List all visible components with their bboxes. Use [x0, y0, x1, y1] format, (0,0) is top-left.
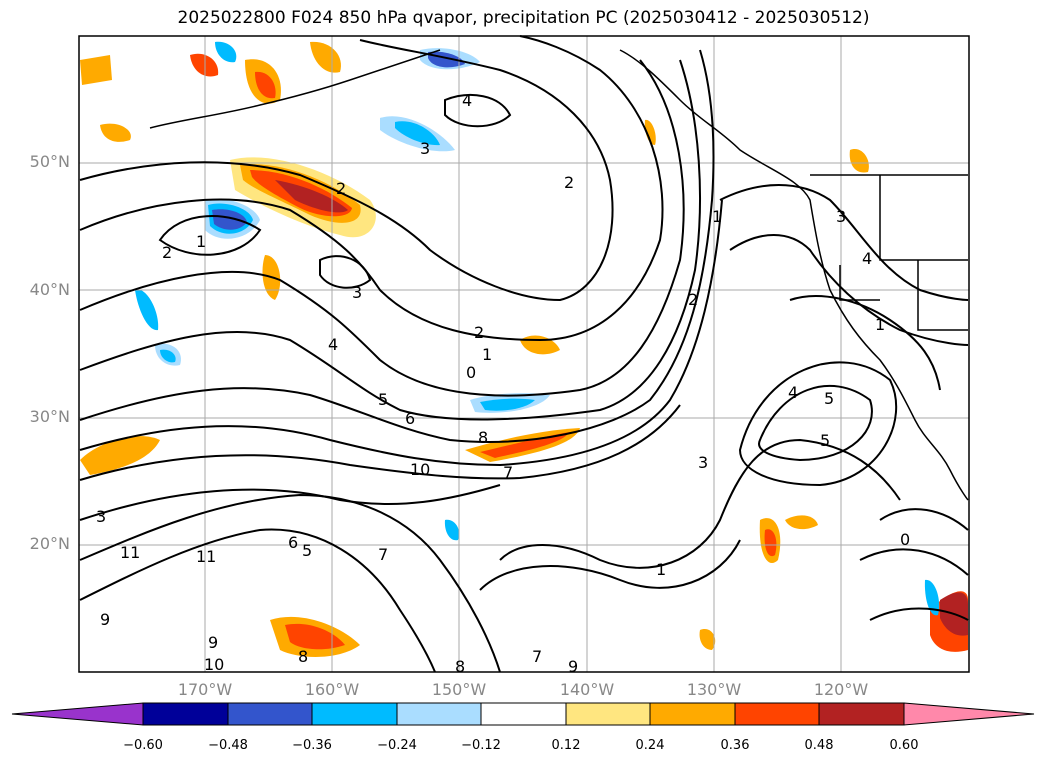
contour-label: 1: [196, 232, 206, 251]
contour-label: 9: [568, 657, 578, 676]
contour-label: 4: [862, 249, 872, 268]
contour-label: 3: [352, 283, 362, 302]
contour-labels: 4 3 2 1 2 3 4 2 1 0 5 6 8 10 7 11 9 3 5 …: [96, 91, 910, 676]
contour-label: 5: [824, 389, 834, 408]
contour-label: 9: [208, 633, 218, 652]
lon-label: 150°W: [431, 680, 487, 699]
colorbar-bin: [396, 702, 482, 726]
colorbar: [11, 702, 1035, 726]
colorbar-tick-label: 0.24: [635, 738, 665, 753]
contour-label: 4: [788, 383, 798, 402]
contour-label: 6: [405, 409, 415, 428]
contour-label: 3: [420, 139, 430, 158]
contour-label: 8: [478, 428, 488, 447]
contour-label: 1: [482, 345, 492, 364]
lat-label: 20°N: [29, 534, 70, 553]
contour-label: 1: [875, 315, 885, 334]
colorbar-bin: [818, 702, 905, 726]
contour-label: 8: [455, 657, 465, 676]
contour-label: 5: [302, 541, 312, 560]
contour-label: 1: [656, 560, 666, 579]
graticule: [79, 36, 969, 672]
colorbar-bin: [311, 702, 398, 726]
lat-label: 30°N: [29, 407, 70, 426]
lon-label: 140°W: [559, 680, 615, 699]
coastline: [149, 49, 969, 501]
lon-label: 160°W: [304, 680, 360, 699]
qvapor-contours: [79, 35, 969, 673]
lon-label: 130°W: [686, 680, 742, 699]
contour-label: 10: [410, 460, 430, 479]
contour-label: 4: [462, 91, 472, 110]
map-title: 2025022800 F024 850 hPa qvapor, precipit…: [177, 8, 870, 28]
colorbar-bin: [649, 702, 736, 726]
contour-label: 3: [836, 207, 846, 226]
colorbar-bin: [480, 702, 567, 726]
contour-label: 11: [120, 543, 140, 562]
contour-label: 3: [698, 453, 708, 472]
contour-label: 7: [532, 647, 542, 666]
colorbar-bin: [227, 702, 313, 726]
contour-label: 1: [712, 207, 722, 226]
lon-label: 120°W: [813, 680, 869, 699]
contour-label: 2: [336, 179, 346, 198]
contour-label: 5: [820, 431, 830, 450]
contour-label: 9: [100, 610, 110, 629]
contour-label: 2: [474, 323, 484, 342]
contour-label: 6: [288, 533, 298, 552]
contour-label: 5: [378, 390, 388, 409]
colorbar-bin: [734, 702, 820, 726]
colorbar-tick-label: −0.24: [377, 738, 417, 753]
colorbar-tick-label: −0.48: [208, 738, 248, 753]
contour-label: 0: [466, 363, 476, 382]
lat-label: 40°N: [29, 280, 70, 299]
contour-label: 0: [900, 530, 910, 549]
lon-label: 170°W: [177, 680, 233, 699]
contour-label: 7: [378, 545, 388, 564]
colorbar-tick-label: 0.12: [551, 738, 581, 753]
contour-label: 10: [204, 655, 224, 674]
colorbar-bin: [142, 702, 229, 726]
contour-label: 8: [298, 647, 308, 666]
colorbar-tick-label: 0.60: [889, 738, 919, 753]
contour-label: 2: [688, 290, 698, 309]
contour-label: 4: [328, 335, 338, 354]
contour-label: 3: [96, 507, 106, 526]
contour-label: 7: [503, 463, 513, 482]
contour-label: 2: [162, 243, 172, 262]
colorbar-bin: [565, 702, 651, 726]
contour-label: 2: [564, 173, 574, 192]
colorbar-tick-label: 0.48: [804, 738, 834, 753]
lat-label: 50°N: [29, 152, 70, 171]
colorbar-extend-low: [11, 702, 144, 726]
colorbar-tick-label: −0.12: [461, 738, 501, 753]
contour-label: 11: [196, 547, 216, 566]
colorbar-tick-label: 0.36: [720, 738, 750, 753]
colorbar-tick-label: −0.36: [292, 738, 332, 753]
plot-frame: [78, 35, 970, 673]
colorbar-extend-high: [903, 702, 1035, 726]
colorbar-tick-label: −0.60: [123, 738, 163, 753]
